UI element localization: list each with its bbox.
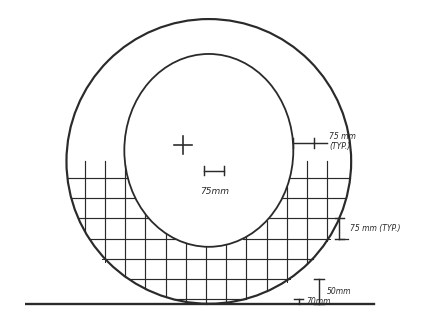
Text: 50mm: 50mm [327, 287, 351, 296]
Text: 75mm: 75mm [200, 187, 229, 196]
Text: 75 mm
(TYP.): 75 mm (TYP.) [329, 131, 356, 151]
Text: 75 mm (TYP.): 75 mm (TYP.) [350, 224, 401, 233]
Text: 70mm: 70mm [306, 297, 330, 306]
